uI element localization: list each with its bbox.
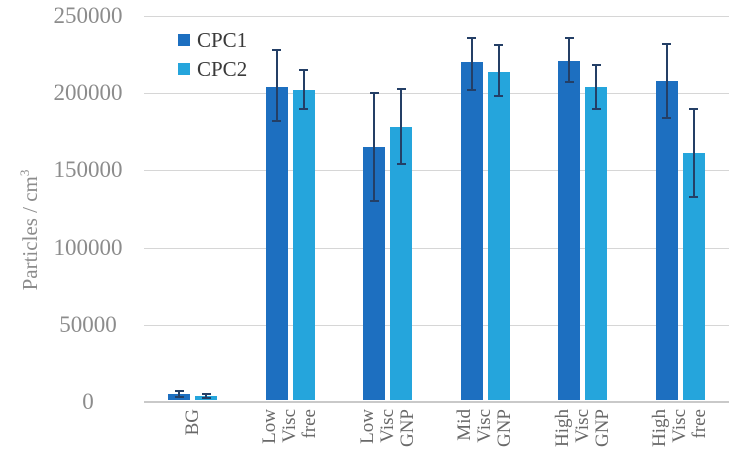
x-label-high-visc-gnp: High Visc GNP [538, 409, 628, 447]
legend-swatch-cpc1 [178, 34, 190, 46]
error-bar-cpc1-0 [178, 391, 181, 398]
x-label-word: Visc [376, 409, 398, 443]
x-label-word: Mid [454, 409, 476, 441]
x-label-word: free [299, 409, 321, 439]
bar-cpc2-5 [682, 153, 705, 400]
error-bar-cpc1-3 [470, 37, 473, 91]
x-label-low-visc-free: Low Visc free [245, 409, 335, 444]
x-label-word: Low [259, 409, 281, 444]
x-label-word: Visc [474, 409, 496, 443]
error-bar-cap [201, 397, 211, 400]
legend: CPC1 CPC2 [178, 29, 247, 87]
legend-label: CPC2 [197, 57, 248, 81]
error-bar-cap [494, 44, 504, 47]
error-bar-cpc2-3 [497, 45, 500, 97]
error-bar-cpc2-4 [595, 65, 598, 109]
error-bar-cap [591, 107, 601, 110]
error-bar-cap [689, 195, 699, 198]
error-bar-cap [396, 163, 406, 166]
gridline [144, 324, 729, 326]
y-tick-label: 150000 [53, 157, 123, 183]
error-bar-cpc1-5 [665, 43, 668, 118]
gridline [144, 16, 729, 17]
x-label-word: free [689, 409, 711, 439]
x-label-bg: BG [148, 409, 238, 435]
error-bar-cap [272, 48, 282, 51]
x-label-word: Low [356, 409, 378, 444]
error-bar-cap [369, 92, 379, 95]
y-tick-label: 200000 [53, 80, 123, 106]
error-bar-cpc2-2 [400, 88, 403, 165]
x-label-word: BG [181, 409, 203, 436]
error-bar-cap [591, 64, 601, 67]
x-label-word: Visc [279, 409, 301, 443]
error-bar-cpc1-2 [373, 93, 376, 202]
x-label-word: Visc [669, 409, 691, 443]
x-label-high-visc-free: High Visc free [635, 409, 725, 447]
error-bar-cap [662, 116, 672, 119]
legend-label: CPC1 [197, 28, 248, 52]
legend-swatch-cpc2 [178, 63, 190, 75]
error-bar-cap [174, 396, 184, 399]
error-bar-cap [564, 81, 574, 84]
x-label-word: GNP [396, 409, 418, 448]
x-label-word: GNP [591, 409, 613, 448]
legend-item-cpc1: CPC1 [178, 29, 247, 51]
gridline [144, 170, 729, 172]
error-bar-cpc2-0 [205, 393, 208, 399]
error-bar-cpc2-1 [302, 70, 305, 109]
error-bar-cap [272, 119, 282, 122]
y-tick-label: 250000 [53, 3, 123, 28]
gridline [144, 247, 729, 249]
y-axis-title-text: Particles / cm [18, 176, 42, 291]
y-tick-label: 100000 [53, 234, 123, 260]
bar-cpc2-4 [585, 87, 608, 400]
y-tick-label: 0 [82, 389, 94, 414]
error-bar-cap [369, 200, 379, 203]
error-bar-cap [494, 95, 504, 98]
bar-cpc1-2 [363, 147, 386, 400]
x-label-mid-visc-gnp: Mid Visc GNP [440, 409, 530, 447]
bar-cpc1-5 [655, 80, 678, 400]
error-bar-cap [467, 89, 477, 92]
bar-cpc1-4 [558, 60, 581, 400]
x-label-word: High [649, 409, 671, 447]
error-bar-cap [174, 390, 184, 393]
error-bar-cpc1-4 [568, 37, 571, 83]
error-bar-cap [299, 107, 309, 110]
bar-cpc1-1 [265, 87, 288, 400]
x-label-low-visc-gnp: Low Visc GNP [343, 409, 433, 447]
gridline [144, 93, 729, 95]
error-bar-cap [662, 42, 672, 45]
y-tick-label: 50000 [59, 311, 117, 337]
x-axis-line [144, 401, 729, 403]
x-label-word: GNP [494, 409, 516, 448]
plot-area [144, 16, 729, 403]
x-label-word: Visc [571, 409, 593, 443]
bar-cpc2-1 [292, 90, 315, 400]
error-bar-cap [564, 36, 574, 39]
error-bar-cpc1-1 [275, 49, 278, 121]
error-bar-cap [396, 87, 406, 90]
bar-cpc2-3 [487, 71, 510, 400]
error-bar-cap [467, 36, 477, 39]
x-label-word: High [551, 409, 573, 447]
error-bar-cap [689, 107, 699, 110]
error-bar-cap [299, 69, 309, 72]
error-bar-cap [201, 392, 211, 395]
bar-cpc1-3 [460, 62, 483, 400]
legend-item-cpc2: CPC2 [178, 58, 247, 80]
bar-cpc2-2 [390, 127, 413, 400]
error-bar-cpc2-5 [692, 108, 695, 197]
